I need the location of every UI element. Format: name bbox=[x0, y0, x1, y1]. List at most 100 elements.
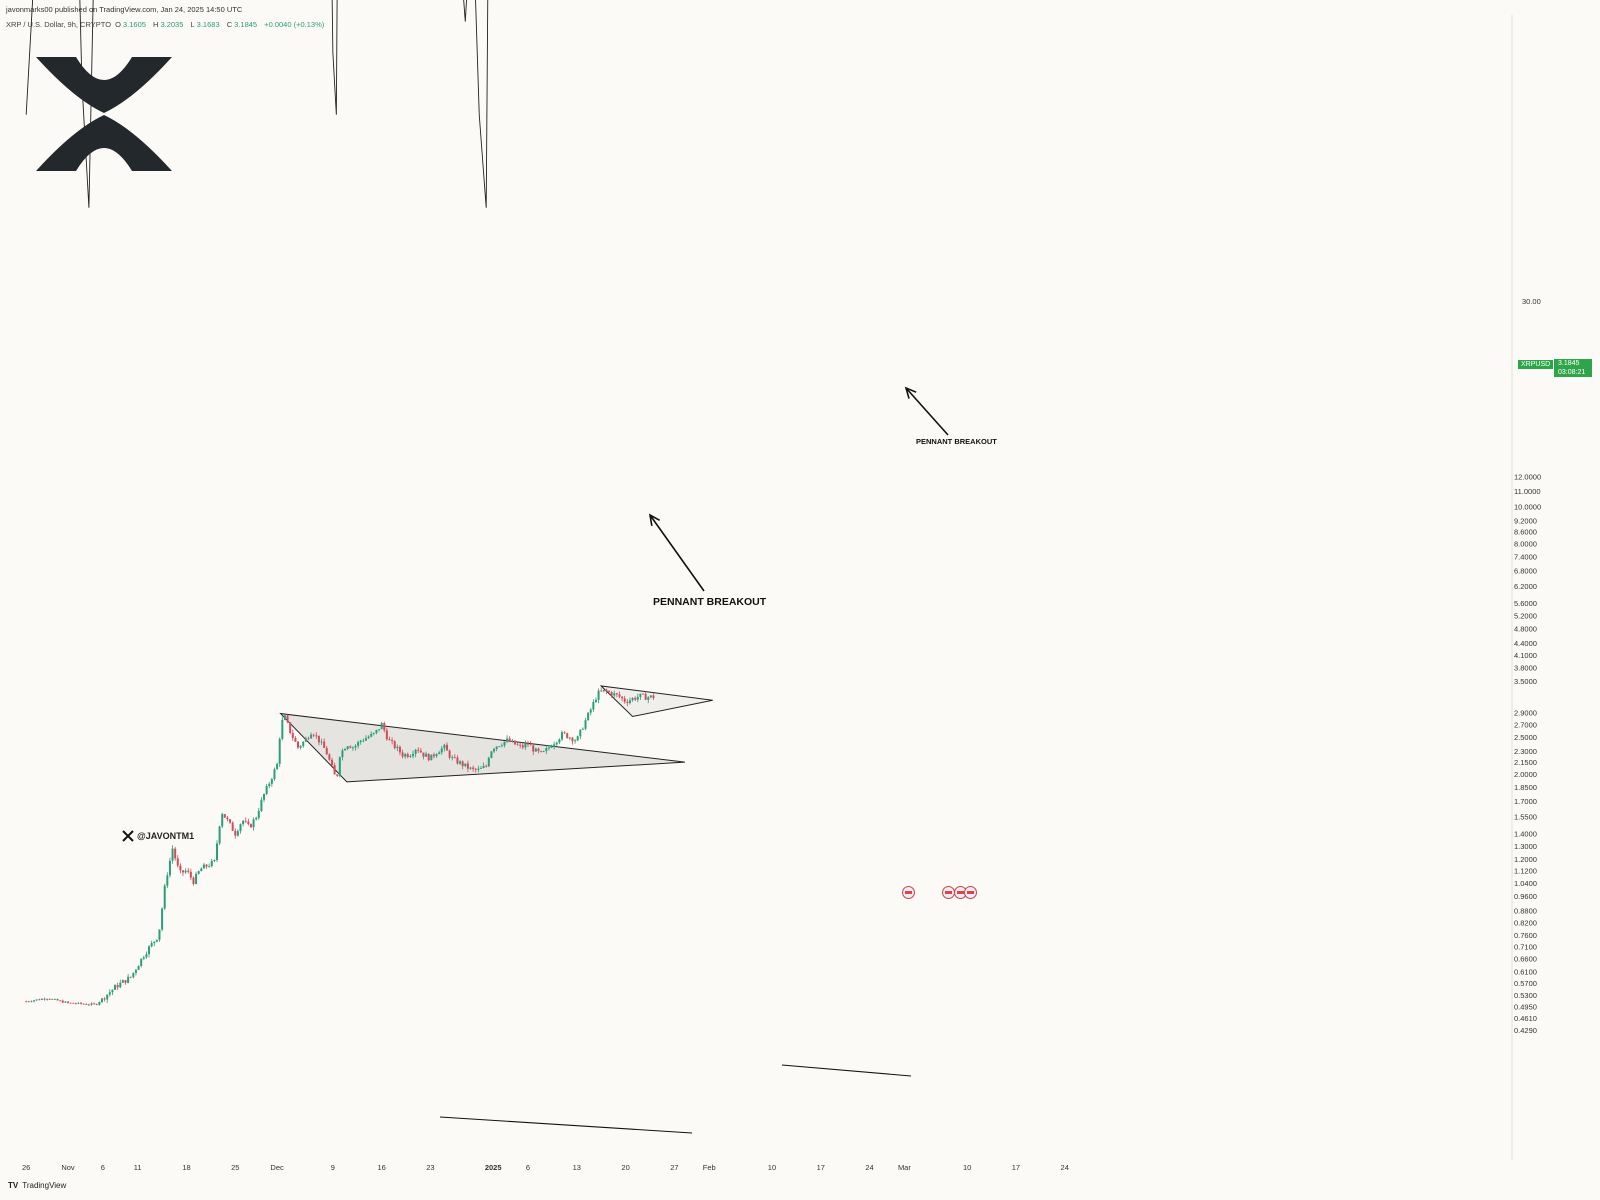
price-tick-label: 7.4000 bbox=[1514, 553, 1537, 562]
price-tick-label: 8.6000 bbox=[1514, 528, 1537, 537]
candle bbox=[210, 858, 213, 868]
candle bbox=[72, 1002, 75, 1004]
candle bbox=[516, 742, 519, 746]
candle bbox=[351, 746, 354, 751]
price-tick-label: 3.8000 bbox=[1514, 663, 1537, 672]
candle bbox=[610, 691, 613, 698]
candle bbox=[297, 741, 300, 750]
candle bbox=[221, 812, 224, 829]
candle bbox=[445, 742, 448, 751]
candle bbox=[453, 754, 456, 759]
candle bbox=[247, 818, 250, 826]
candle bbox=[589, 708, 592, 716]
candle bbox=[291, 729, 294, 741]
time-tick-label: 10 bbox=[963, 1163, 971, 1172]
candle bbox=[500, 743, 503, 748]
us-flag-icon[interactable] bbox=[902, 886, 915, 899]
candle bbox=[299, 745, 302, 750]
time-tick-label: 18 bbox=[182, 1163, 190, 1172]
candle bbox=[341, 748, 344, 761]
price-tick-label: 0.4610 bbox=[1514, 1014, 1537, 1023]
time-tick-label: 13 bbox=[573, 1163, 581, 1172]
time-tick-label: 17 bbox=[1012, 1163, 1020, 1172]
candle bbox=[435, 753, 438, 758]
candle bbox=[524, 740, 527, 750]
candle bbox=[464, 763, 467, 768]
pennant-triangle-small bbox=[599, 685, 713, 718]
candle bbox=[312, 733, 315, 737]
candle bbox=[106, 994, 109, 1003]
candle bbox=[103, 997, 106, 1002]
candle bbox=[644, 691, 647, 700]
candle bbox=[307, 736, 310, 741]
candle bbox=[268, 781, 271, 789]
candle bbox=[508, 736, 511, 743]
candle bbox=[140, 958, 143, 968]
candles bbox=[25, 687, 655, 1006]
candle bbox=[440, 745, 443, 755]
candle bbox=[388, 736, 391, 741]
candle bbox=[613, 690, 616, 699]
candle bbox=[114, 984, 117, 990]
candle bbox=[231, 821, 234, 831]
candle bbox=[202, 862, 205, 869]
candle bbox=[158, 929, 161, 942]
candle bbox=[634, 696, 637, 702]
candle bbox=[540, 750, 543, 753]
candle bbox=[153, 941, 156, 947]
candle bbox=[487, 756, 490, 768]
time-tick-label: Nov bbox=[61, 1163, 75, 1172]
candle bbox=[252, 817, 255, 831]
candle bbox=[642, 693, 645, 695]
candle bbox=[503, 741, 506, 748]
candle bbox=[479, 765, 482, 769]
candle bbox=[438, 750, 441, 755]
candle bbox=[255, 816, 258, 821]
candle bbox=[349, 745, 352, 749]
open-value: 3.1605 bbox=[122, 20, 146, 29]
candle bbox=[25, 1000, 28, 1003]
price-tick-label: 3.5000 bbox=[1514, 677, 1537, 686]
candle bbox=[571, 736, 574, 745]
candle bbox=[108, 989, 111, 997]
price-tick-label: 0.5700 bbox=[1514, 979, 1537, 988]
candle bbox=[265, 783, 268, 796]
candle bbox=[401, 749, 404, 759]
price-tick-label: 1.5500 bbox=[1514, 813, 1537, 822]
us-flag-icon[interactable] bbox=[964, 886, 977, 899]
candle bbox=[404, 752, 407, 759]
candle bbox=[116, 982, 119, 990]
low-value: 3.1683 bbox=[196, 20, 220, 29]
candle bbox=[412, 750, 415, 759]
candle bbox=[69, 1002, 72, 1004]
candle bbox=[482, 762, 485, 769]
annotation-arrow-2 bbox=[904, 386, 949, 436]
price-tick-label: 1.4000 bbox=[1514, 829, 1537, 838]
candle bbox=[323, 738, 326, 748]
candle bbox=[443, 743, 446, 752]
candle bbox=[35, 999, 38, 1001]
candle bbox=[560, 730, 563, 742]
candle bbox=[127, 973, 130, 984]
candle bbox=[100, 998, 103, 1004]
pennant-triangle-large bbox=[279, 712, 685, 783]
candle bbox=[278, 737, 281, 768]
price-tick-label: 2.7000 bbox=[1514, 720, 1537, 729]
candle bbox=[145, 951, 148, 959]
price-tick-label: 1.8500 bbox=[1514, 783, 1537, 792]
candle bbox=[328, 753, 331, 761]
candle bbox=[82, 1003, 85, 1005]
candle bbox=[631, 697, 634, 702]
candle bbox=[485, 764, 488, 768]
candle bbox=[53, 998, 56, 1000]
candle bbox=[95, 1003, 98, 1006]
candle bbox=[242, 820, 245, 827]
candle bbox=[166, 872, 169, 889]
candle bbox=[304, 736, 307, 743]
time-tick-label: 11 bbox=[134, 1163, 142, 1172]
price-tick-label: 1.1200 bbox=[1514, 867, 1537, 876]
candle bbox=[283, 713, 286, 721]
